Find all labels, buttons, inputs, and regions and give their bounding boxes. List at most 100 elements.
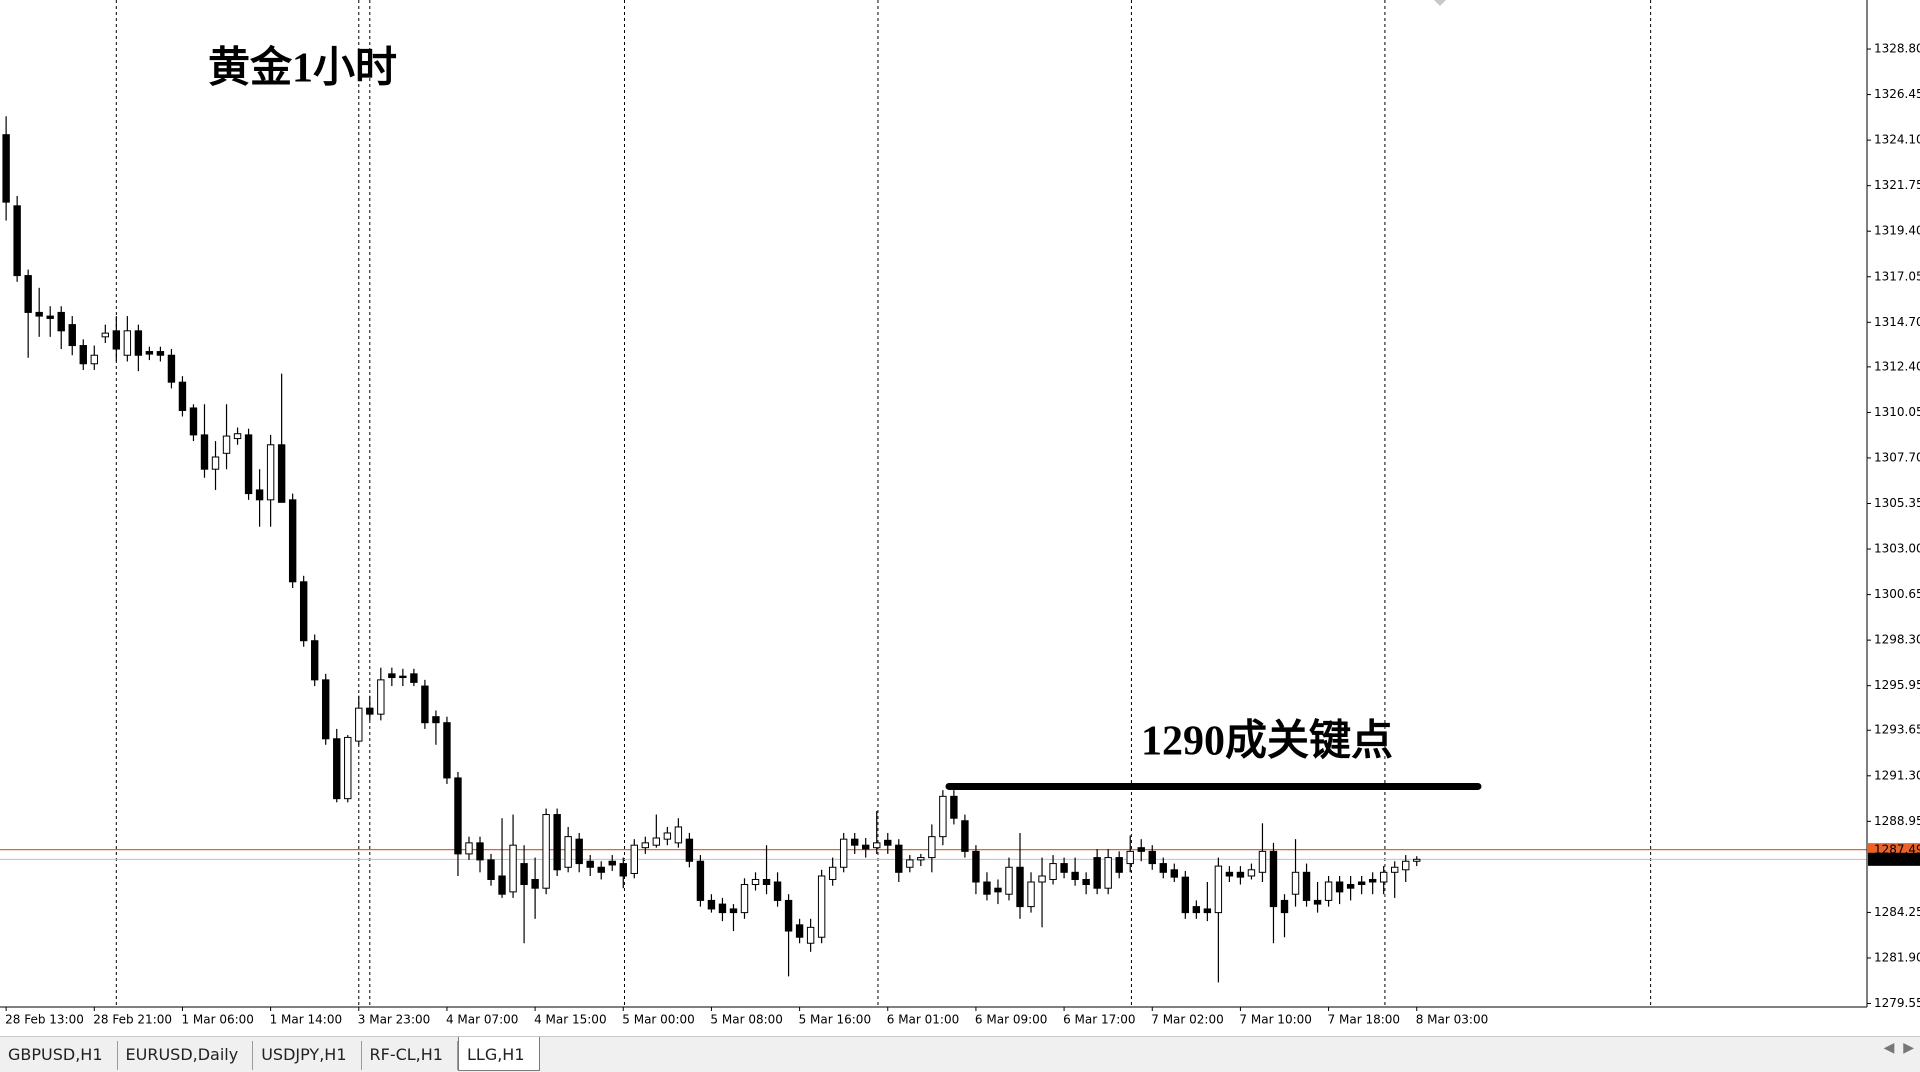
candle-body: [828, 866, 837, 880]
candle-body: [2, 134, 10, 203]
chart: 黄金1小时 1290成关键点 1328.80 1326.45 1324.10 1321…: [0, 0, 1920, 1027]
candle-body: [123, 330, 132, 356]
candle-body: [1280, 899, 1289, 914]
candle-body: [685, 838, 694, 862]
chart-title: 黄金1小时: [208, 45, 397, 92]
candle-body: [355, 707, 363, 742]
x-tick-label: 28 Feb 21:00: [93, 1013, 172, 1027]
candle-body: [663, 832, 672, 840]
candle-body: [388, 673, 396, 679]
x-tick-label: 3 Mar 23:00: [358, 1013, 431, 1027]
candle-body: [498, 875, 506, 895]
candle-body: [817, 875, 826, 938]
candle-body: [1214, 865, 1223, 914]
x-tick-label: 7 Mar 02:00: [1151, 1013, 1224, 1027]
x-tick-label: 6 Mar 09:00: [975, 1013, 1048, 1027]
candle-body: [1402, 860, 1410, 871]
candle-body: [200, 434, 209, 470]
candle-body: [1379, 871, 1388, 883]
candle-body: [1413, 858, 1421, 862]
candle-body: [1258, 850, 1267, 873]
y-tick-label: 1305.35: [1874, 496, 1920, 510]
tab-scroll[interactable]: ◀ ▶: [1883, 1040, 1914, 1056]
candle-body: [994, 887, 1002, 893]
x-tick-label: 1 Mar 06:00: [181, 1013, 254, 1027]
candle-body: [674, 826, 683, 844]
candle-body: [156, 351, 165, 356]
candle-body: [277, 444, 286, 503]
candle-body: [1192, 906, 1201, 914]
candle-body: [189, 407, 198, 436]
chart-tab[interactable]: LLG,H1: [457, 1037, 540, 1071]
candle-body: [399, 675, 407, 679]
candle-body: [928, 836, 936, 859]
chart-tab[interactable]: EURUSD,Daily: [118, 1041, 254, 1070]
candle-body: [762, 878, 771, 886]
candle-body: [1391, 866, 1399, 873]
candle-body: [167, 354, 176, 383]
candle-body: [597, 866, 605, 873]
candle-body: [68, 324, 76, 347]
candle-body: [57, 311, 65, 332]
candle-body: [288, 499, 297, 583]
candle-body: [24, 275, 32, 313]
candle-body: [1335, 881, 1344, 893]
chart-tab[interactable]: GBPUSD,H1: [0, 1041, 118, 1070]
candle-body: [1346, 884, 1355, 889]
x-tick-label: 8 Mar 03:00: [1416, 1013, 1489, 1027]
candle-body: [266, 444, 275, 501]
candle-body: [1159, 863, 1167, 873]
candle-body: [906, 859, 914, 868]
chart-tab[interactable]: USDJPY,H1: [253, 1041, 362, 1070]
candle-body: [1357, 881, 1366, 886]
y-tick-label: 1324.10: [1874, 133, 1920, 147]
candle-body: [487, 859, 495, 880]
candle-body: [795, 924, 804, 938]
candle-body: [542, 814, 550, 889]
candle-body: [1148, 850, 1156, 865]
candle-body: [46, 315, 54, 319]
y-tick-label: 1279.55: [1874, 996, 1920, 1010]
candle-body: [1170, 869, 1178, 878]
candle-body: [1093, 857, 1101, 889]
x-tick-label: 4 Mar 07:00: [446, 1013, 519, 1027]
candle-body: [983, 881, 991, 895]
candle-body: [939, 795, 947, 838]
candle-body: [1005, 866, 1013, 895]
plot: [0, 116, 1867, 983]
x-tick-label: 4 Mar 15:00: [534, 1013, 607, 1027]
candle-body: [322, 679, 330, 740]
candle-body: [553, 814, 561, 871]
candle-body: [1181, 876, 1190, 914]
y-tick-label: 1291.30: [1874, 768, 1920, 782]
candle-body: [630, 844, 638, 874]
candle-body: [1324, 881, 1333, 901]
candle-body: [950, 795, 958, 819]
candle-body: [90, 354, 98, 365]
candle-body: [1269, 850, 1278, 908]
candle-body: [377, 679, 385, 715]
candle-body: [751, 878, 760, 886]
candle-body: [35, 311, 43, 317]
candle-body: [740, 884, 749, 914]
candle-body: [1104, 857, 1112, 889]
candle-body: [244, 434, 253, 495]
candle-body: [432, 716, 440, 724]
candle-body: [134, 330, 143, 356]
candle-body: [1126, 850, 1134, 865]
candle-body: [773, 881, 782, 901]
candle-body: [233, 433, 242, 440]
tab-bar: GBPUSD,H1 EURUSD,Daily USDJPY,H1 RF-CL,H1 LL…: [0, 1036, 1920, 1072]
x-tick-label: 28 Feb 13:00: [5, 1013, 84, 1027]
annotation: 1290成关键点: [1141, 718, 1393, 765]
candle-body: [619, 863, 627, 877]
y-tick-label: 1281.90: [1874, 950, 1920, 964]
candle-body: [531, 878, 539, 889]
candle-body: [1225, 871, 1234, 877]
chart-tab[interactable]: RF-CL,H1: [362, 1041, 458, 1070]
candle-body: [13, 205, 21, 277]
candle-body: [564, 836, 572, 868]
candle-body: [1203, 908, 1212, 914]
shift-marker: [1434, 0, 1446, 6]
y-tick-label: 1319.40: [1874, 224, 1920, 238]
